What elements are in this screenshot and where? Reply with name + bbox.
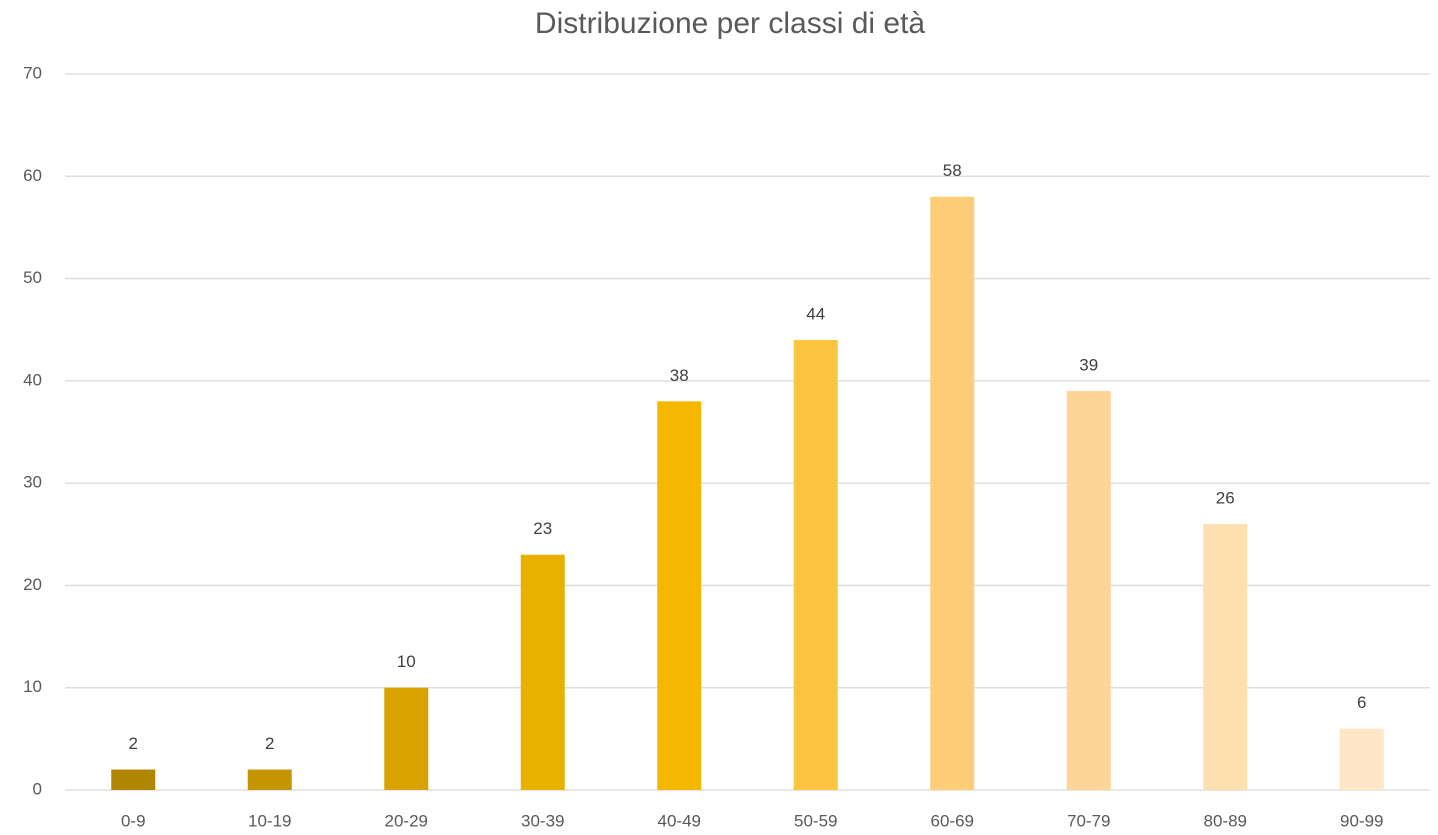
data-label: 2 <box>265 734 274 753</box>
data-label: 58 <box>943 161 962 180</box>
data-label: 2 <box>129 734 138 753</box>
bar <box>111 769 156 790</box>
bar <box>657 401 702 790</box>
y-tick-label: 70 <box>23 63 42 82</box>
chart-title: Distribuzione per classi di età <box>535 7 925 40</box>
data-label: 38 <box>670 366 689 385</box>
bar <box>930 196 975 790</box>
data-label: 23 <box>533 519 552 538</box>
bar <box>793 339 838 790</box>
x-tick-label: 30-39 <box>521 811 564 830</box>
y-tick-label: 0 <box>33 779 42 798</box>
y-tick-label: 40 <box>23 370 42 389</box>
data-label: 39 <box>1079 356 1098 375</box>
x-tick-label: 0-9 <box>121 811 146 830</box>
x-tick-label: 10-19 <box>248 811 291 830</box>
y-tick-label: 10 <box>23 677 42 696</box>
data-label: 6 <box>1357 693 1366 712</box>
bar <box>520 554 565 790</box>
x-tick-label: 60-69 <box>931 811 974 830</box>
data-label: 10 <box>397 652 416 671</box>
data-label: 26 <box>1216 489 1235 508</box>
x-tick-label: 50-59 <box>794 811 837 830</box>
data-label: 44 <box>806 304 825 323</box>
x-tick-label: 40-49 <box>658 811 701 830</box>
x-tick-label: 20-29 <box>385 811 428 830</box>
bar <box>1339 728 1384 790</box>
bar <box>384 687 429 790</box>
x-tick-label: 80-89 <box>1204 811 1247 830</box>
y-tick-label: 60 <box>23 166 42 185</box>
bar <box>247 769 292 790</box>
y-tick-label: 20 <box>23 575 42 594</box>
bar <box>1203 524 1248 790</box>
x-tick-label: 70-79 <box>1067 811 1110 830</box>
x-tick-label: 90-99 <box>1340 811 1383 830</box>
y-tick-label: 30 <box>23 473 42 492</box>
y-tick-label: 50 <box>23 268 42 287</box>
bar <box>1066 391 1111 790</box>
